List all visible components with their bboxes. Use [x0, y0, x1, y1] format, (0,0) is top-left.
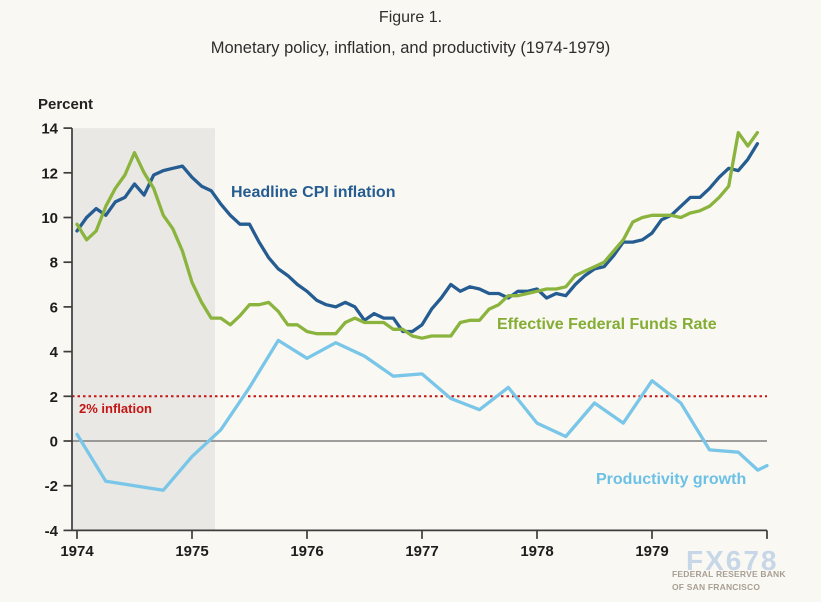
recession-band: [72, 128, 215, 531]
reference-lines-group: [72, 395, 767, 442]
series-line-effective-federal-funds-rate: [75, 130, 760, 340]
x-tick-label: 1977: [405, 543, 438, 560]
y-tick-label: -4: [45, 523, 59, 540]
axes-group: [63, 127, 768, 539]
legend-productivity-growth: Productivity growth: [596, 471, 747, 488]
series-lines-group: [75, 130, 769, 492]
watermark-source-line1: FEDERAL RESERVE BANK: [672, 569, 786, 579]
legend-headline-cpi-inflation: Headline CPI inflation: [231, 184, 396, 201]
x-tick-label: 1974: [60, 543, 94, 560]
y-tick-label: 6: [50, 299, 58, 316]
y-axis-unit-label: Percent: [38, 96, 94, 113]
x-tick-label: 1978: [520, 543, 553, 560]
series-line-headline-cpi-inflation: [75, 142, 760, 334]
x-tick-label: 1975: [175, 543, 208, 560]
y-tick-label: 12: [41, 165, 58, 182]
x-tick-label: 1979: [635, 543, 668, 560]
y-tick-label: 0: [50, 434, 58, 451]
y-tick-label: 2: [50, 389, 58, 406]
y-tick-label: 10: [41, 210, 58, 227]
watermark-source-line2: OF SAN FRANCISCO: [672, 582, 761, 592]
figure-title: Monetary policy, inflation, and producti…: [210, 39, 611, 57]
recession-band-group: [72, 128, 215, 531]
y-tick-label: -2: [45, 478, 58, 495]
y-tick-label: 8: [50, 255, 58, 272]
two-percent-inflation-label: 2% inflation: [79, 401, 152, 416]
x-tick-label: 1976: [290, 543, 323, 560]
series-line-productivity-growth: [75, 338, 769, 492]
legend-effective-federal-funds-rate: Effective Federal Funds Rate: [497, 316, 717, 333]
y-tick-label: 14: [41, 121, 58, 138]
figure-label: Figure 1.: [378, 9, 443, 26]
watermark-logo: FX678: [686, 545, 779, 576]
y-tick-label: 4: [50, 344, 59, 361]
